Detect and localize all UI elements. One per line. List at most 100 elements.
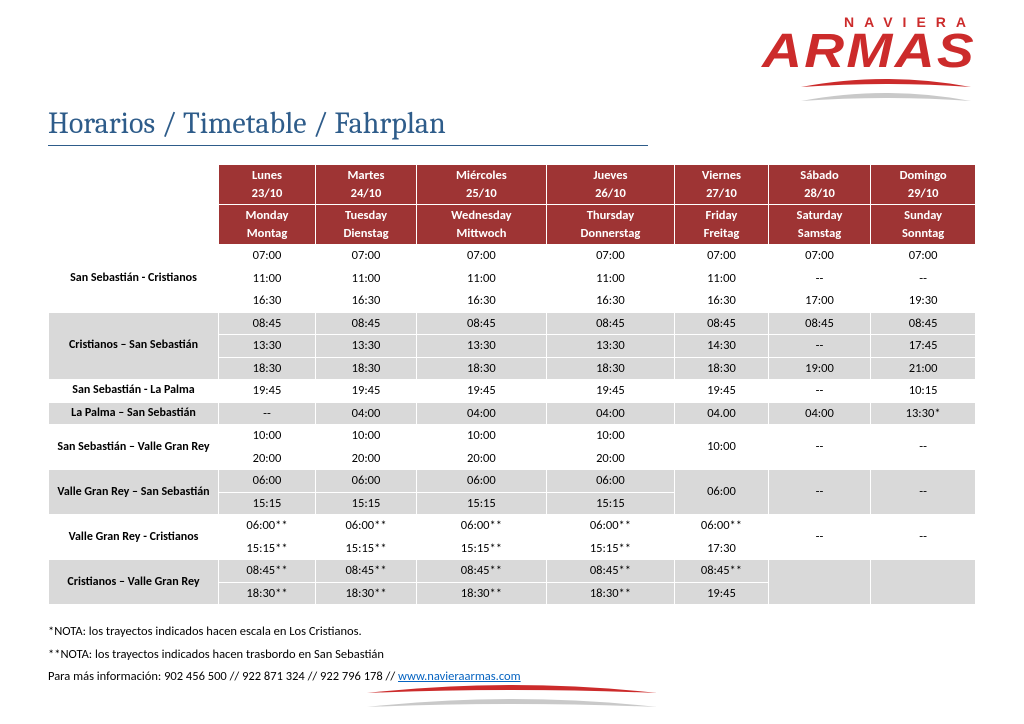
time-cell: 13:30*: [871, 402, 976, 425]
time-cell: 08:45**: [315, 560, 416, 583]
time-cell: 08:45**: [219, 560, 316, 583]
time-cell: 19:45: [546, 380, 674, 403]
website-link[interactable]: www.navieraarmas.com: [398, 669, 521, 684]
time-cell: 10:00: [417, 425, 547, 448]
time-cell: 13:30: [315, 335, 416, 358]
route-name: San Sebastián - Cristianos: [49, 245, 219, 313]
time-cell: 06:00**: [315, 515, 416, 538]
day-header: Martes24/10: [315, 165, 416, 205]
time-cell: 06:00**: [219, 515, 316, 538]
time-cell: 07:00: [675, 245, 769, 268]
time-cell: 06:00: [675, 470, 769, 515]
time-cell: 15:15**: [417, 537, 547, 560]
day-header-alt: TuesdayDienstag: [315, 205, 416, 245]
time-cell: 07:00: [871, 245, 976, 268]
day-header-alt: WednesdayMittwoch: [417, 205, 547, 245]
time-cell: 15:15: [219, 492, 316, 515]
time-cell: --: [871, 470, 976, 515]
time-cell: 11:00: [417, 267, 547, 290]
time-cell: 20:00: [417, 447, 547, 470]
day-header-alt: MondayMontag: [219, 205, 316, 245]
time-cell: 17:45: [871, 335, 976, 358]
time-cell: 16:30: [315, 290, 416, 313]
day-header-alt: SundaySonntag: [871, 205, 976, 245]
timetable: Lunes23/10Martes24/10Miércoles25/10Jueve…: [48, 164, 976, 605]
time-cell: 13:30: [546, 335, 674, 358]
time-cell: --: [768, 267, 870, 290]
route-name: Cristianos – Valle Gran Rey: [49, 560, 219, 605]
day-header: Miércoles25/10: [417, 165, 547, 205]
time-cell: 16:30: [417, 290, 547, 313]
time-cell: --: [768, 515, 870, 560]
time-cell: 18:30: [675, 357, 769, 380]
time-cell: 10:00: [219, 425, 316, 448]
time-cell: 20:00: [315, 447, 416, 470]
time-cell: 13:30: [219, 335, 316, 358]
time-cell: --: [768, 425, 870, 470]
time-cell: 06:00: [315, 470, 416, 493]
time-cell: --: [871, 425, 976, 470]
time-cell: --: [768, 335, 870, 358]
route-name: Valle Gran Rey - Cristianos: [49, 515, 219, 560]
note-2: **NOTA: los trayectos indicados hacen tr…: [48, 644, 976, 667]
time-cell: 06:00: [546, 470, 674, 493]
time-cell: --: [871, 267, 976, 290]
time-cell: 19:00: [768, 357, 870, 380]
time-cell: 19:30: [871, 290, 976, 313]
time-cell: 17:00: [768, 290, 870, 313]
time-cell: 11:00: [315, 267, 416, 290]
day-header-alt: FridayFreitag: [675, 205, 769, 245]
time-cell: 07:00: [546, 245, 674, 268]
time-cell: 08:45: [675, 312, 769, 335]
day-header: Sábado28/10: [768, 165, 870, 205]
route-name: Valle Gran Rey – San Sebastián: [49, 470, 219, 515]
time-cell: 08:45: [546, 312, 674, 335]
time-cell: 04:00: [546, 402, 674, 425]
time-cell: 08:45: [315, 312, 416, 335]
day-header: Lunes23/10: [219, 165, 316, 205]
time-cell: [768, 560, 870, 605]
time-cell: [871, 560, 976, 605]
time-cell: 08:45**: [675, 560, 769, 583]
brand-logo: NAVIERA ARMAS: [790, 14, 976, 116]
time-cell: 15:15**: [315, 537, 416, 560]
time-cell: 10:15: [871, 380, 976, 403]
time-cell: 04:00: [417, 402, 547, 425]
time-cell: 04:00: [315, 402, 416, 425]
time-cell: 14:30: [675, 335, 769, 358]
time-cell: 20:00: [546, 447, 674, 470]
time-cell: 08:45**: [417, 560, 547, 583]
time-cell: 10:00: [675, 425, 769, 470]
route-name: La Palma – San Sebastián: [49, 402, 219, 425]
note-1: *NOTA: los trayectos indicados hacen esc…: [48, 621, 976, 644]
time-cell: 06:00**: [546, 515, 674, 538]
time-cell: 18:30**: [546, 582, 674, 605]
time-cell: 07:00: [315, 245, 416, 268]
time-cell: 07:00: [219, 245, 316, 268]
time-cell: --: [871, 515, 976, 560]
info-text: Para más información: 902 456 500 // 922…: [48, 669, 398, 684]
day-header-alt: ThursdayDonnerstag: [546, 205, 674, 245]
time-cell: 19:45: [417, 380, 547, 403]
time-cell: 08:45**: [546, 560, 674, 583]
time-cell: 08:45: [219, 312, 316, 335]
time-cell: --: [768, 380, 870, 403]
time-cell: 10:00: [315, 425, 416, 448]
time-cell: 17:30: [675, 537, 769, 560]
time-cell: 06:00**: [675, 515, 769, 538]
time-cell: 07:00: [768, 245, 870, 268]
time-cell: 07:00: [417, 245, 547, 268]
time-cell: 21:00: [871, 357, 976, 380]
time-cell: 19:45: [315, 380, 416, 403]
notes-block: *NOTA: los trayectos indicados hacen esc…: [48, 621, 976, 689]
time-cell: 06:00: [219, 470, 316, 493]
time-cell: 20:00: [219, 447, 316, 470]
time-cell: 10:00: [546, 425, 674, 448]
day-header: Domingo29/10: [871, 165, 976, 205]
time-cell: 08:45: [417, 312, 547, 335]
time-cell: 19:45: [675, 582, 769, 605]
time-cell: 08:45: [768, 312, 870, 335]
time-cell: 11:00: [546, 267, 674, 290]
time-cell: 06:00**: [417, 515, 547, 538]
route-name: San Sebastián – Valle Gran Rey: [49, 425, 219, 470]
